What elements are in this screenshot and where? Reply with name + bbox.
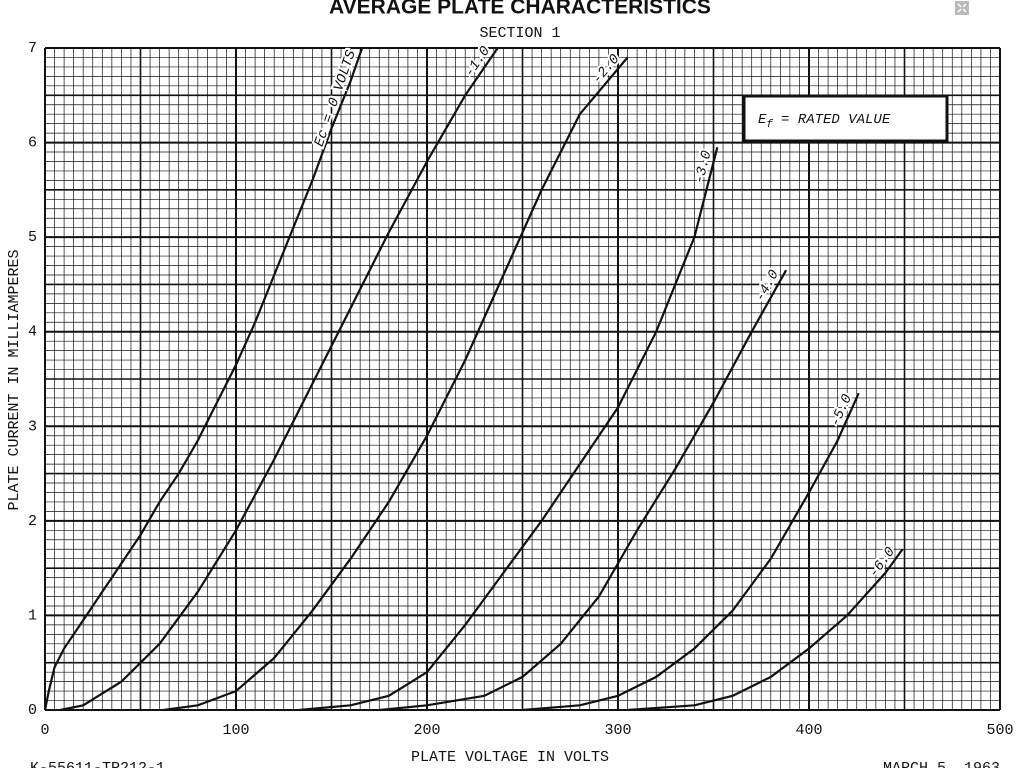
x-tick-label: 200 [413, 722, 440, 739]
annotation-symbol: E [758, 112, 767, 128]
x-tick-label: 300 [604, 722, 631, 739]
annotation-box: Ef = RATED VALUE [742, 94, 949, 143]
icon-box[interactable] [955, 1, 969, 15]
chart-title: AVERAGE PLATE CHARACTERISTICS [329, 0, 711, 19]
y-axis-label: PLATE CURRENT IN MILLIAMPERES [6, 249, 23, 510]
x-tick-label: 0 [40, 722, 49, 739]
annotation-frame [742, 94, 949, 143]
y-tick-label: 5 [28, 229, 37, 246]
y-tick-label: 1 [28, 607, 37, 624]
icon-glyph[interactable] [957, 3, 967, 13]
curve [298, 147, 719, 712]
curve [379, 269, 788, 712]
x-tick-label: 400 [795, 722, 822, 739]
x-tick-label: 100 [222, 722, 249, 739]
curve [627, 548, 904, 712]
y-tick-label: 0 [28, 702, 37, 719]
annotation-text: Ef = RATED VALUE [758, 112, 891, 131]
curve [163, 56, 629, 712]
chart-subtitle: SECTION 1 [479, 25, 560, 42]
y-tick-label: 3 [28, 418, 37, 435]
x-tick-label: 500 [986, 722, 1013, 739]
fullscreen-icon[interactable] [955, 1, 969, 15]
curve [43, 47, 364, 711]
date-note: MARCH 5, 1963 [883, 760, 1000, 768]
y-tick-label: 6 [28, 135, 37, 152]
annotation-subscript: f [766, 119, 773, 131]
annotation-rest: = RATED VALUE [781, 112, 891, 128]
y-tick-label: 4 [28, 324, 37, 341]
y-tick-label: 7 [28, 40, 37, 57]
x-axis-label: PLATE VOLTAGE IN VOLTS [411, 749, 609, 766]
y-tick-label: 2 [28, 513, 37, 530]
drawing-number: K-55611-TP212-1 [30, 760, 165, 768]
curve [522, 392, 860, 712]
curve [60, 47, 499, 712]
